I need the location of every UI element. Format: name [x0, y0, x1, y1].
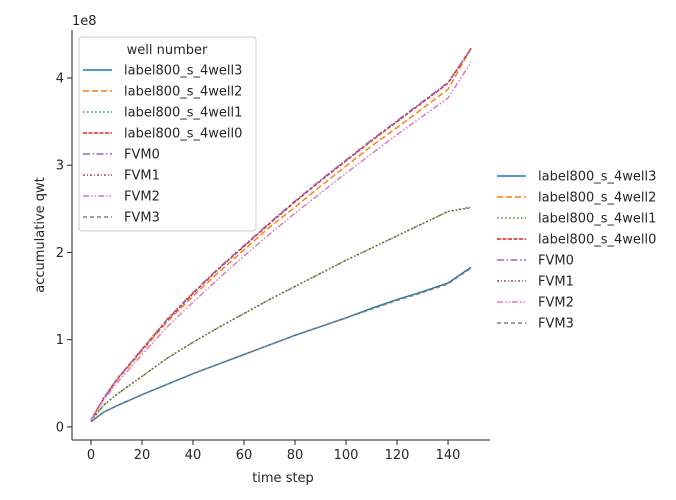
y-tick-label: 2: [56, 246, 64, 261]
series-line-FVM1: [90, 206, 472, 422]
legend-inner-entry-label: label800_s_4well0: [124, 127, 242, 142]
legend-inner-entry-label: FVM1: [124, 169, 160, 184]
legend-outer-entry-label: label800_s_4well3: [538, 170, 656, 185]
series-line-label800_s_4well1: [90, 207, 472, 422]
legend-inner-entry-label: FVM2: [124, 190, 160, 205]
x-tick-label: 140: [436, 448, 461, 463]
y-axis-label: accumulative qwt: [33, 177, 48, 293]
legend-outer-entry-label: FVM0: [538, 254, 574, 269]
legend-outer-entry-label: FVM2: [538, 296, 574, 311]
legend-inner-entry-label: label800_s_4well1: [124, 106, 242, 121]
x-tick-label: 0: [87, 448, 95, 463]
x-tick-label: 60: [236, 448, 253, 463]
y-tick-label: 0: [56, 420, 64, 435]
series-line-FVM0: [90, 48, 472, 421]
legend-inner-title: well number: [127, 43, 208, 58]
series-line-FVM2: [90, 61, 472, 421]
legend-inner-frame: [78, 36, 257, 232]
y-ticks: 0 1 2 3 4: [56, 71, 72, 435]
y-offset-text: 1e8: [72, 14, 97, 29]
legend-outer-entry-label: label800_s_4well1: [538, 212, 656, 227]
x-ticks: 0 20 40 60 80 100 120 140: [87, 440, 461, 463]
plot-lines: [90, 47, 472, 423]
legend-inner-entry-label: label800_s_4well2: [124, 85, 242, 100]
legend-outer-entry-label: FVM3: [538, 317, 574, 332]
series-line-label800_s_4well3: [90, 266, 472, 423]
x-axis-label: time step: [252, 471, 314, 486]
y-tick-label: 4: [56, 71, 64, 86]
legend-inner: well number label800_s_4well3 label800_s_…: [78, 36, 257, 232]
legend-outer-entry-label: label800_s_4well2: [538, 191, 656, 206]
x-tick-label: 120: [385, 448, 410, 463]
y-tick-label: 1: [56, 333, 64, 348]
series-line-label800_s_4well2: [90, 47, 472, 421]
legend-inner-entry-label: FVM0: [124, 148, 160, 163]
x-tick-label: 20: [134, 448, 151, 463]
legend-outer: label800_s_4well3 label800_s_4well2 label8…: [497, 170, 656, 332]
legend-inner-entry-label: FVM3: [124, 211, 160, 226]
x-tick-label: 40: [185, 448, 202, 463]
y-tick-label: 3: [56, 159, 64, 174]
legend-outer-entry-label: FVM1: [538, 275, 574, 290]
legend-outer-entry-label: label800_s_4well0: [538, 233, 656, 248]
series-line-FVM3: [90, 267, 472, 423]
legend-inner-entry-label: label800_s_4well3: [124, 64, 242, 79]
x-tick-label: 80: [287, 448, 304, 463]
x-tick-label: 100: [334, 448, 359, 463]
